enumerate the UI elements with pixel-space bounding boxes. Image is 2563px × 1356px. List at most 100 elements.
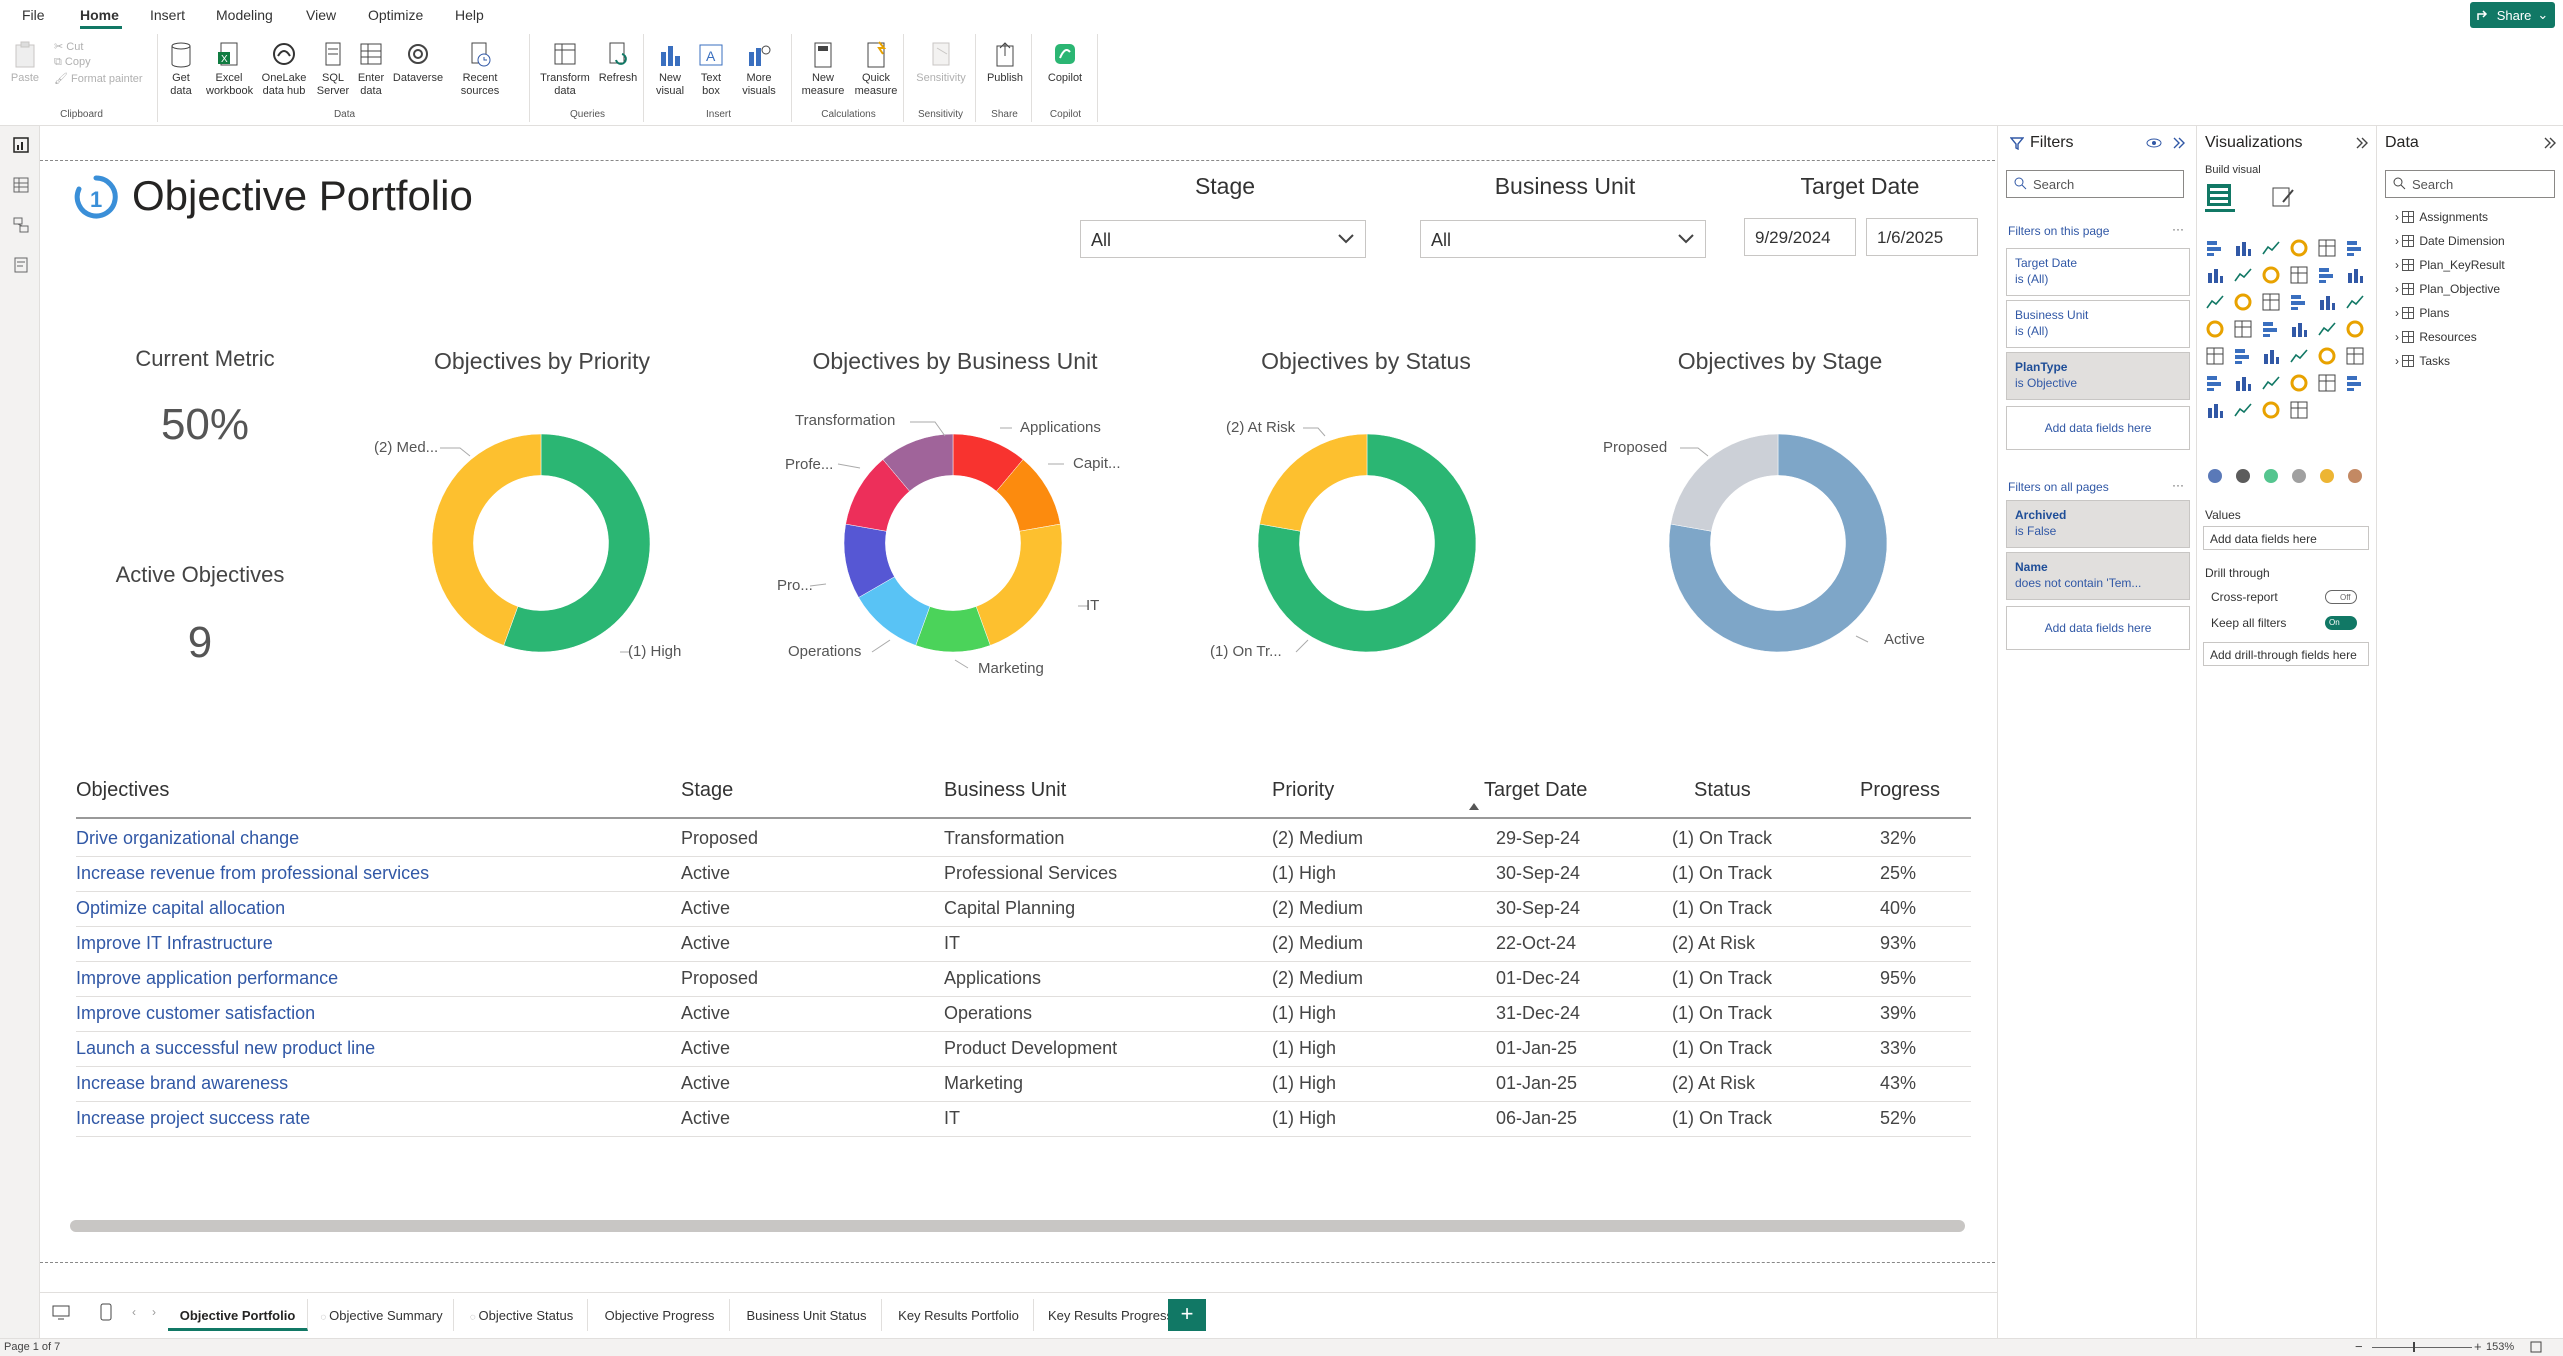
- fit-to-page-icon[interactable]: [2530, 1341, 2542, 1353]
- table-row[interactable]: Increase brand awareness Active Marketing (…: [76, 1067, 1971, 1102]
- clustered-bar-chart-icon[interactable]: [2261, 238, 2281, 258]
- table-visual-icon[interactable]: [2233, 346, 2253, 366]
- custom-visual-1-icon[interactable]: [2205, 466, 2225, 486]
- get-data-button[interactable]: Get data: [164, 40, 198, 98]
- filter-card-plantype[interactable]: PlanType is Objective: [2006, 352, 2190, 400]
- table-horizontal-scrollbar[interactable]: [70, 1220, 1965, 1232]
- menu-view[interactable]: View: [306, 7, 337, 23]
- waterfall-chart-icon[interactable]: [2345, 265, 2365, 285]
- custom-visual-2-icon[interactable]: [2233, 466, 2253, 486]
- text-box-button[interactable]: A Text box: [694, 40, 728, 98]
- filled-map-icon[interactable]: [2205, 319, 2225, 339]
- filter-card-name[interactable]: Name does not contain 'Tem...: [2006, 552, 2190, 600]
- narrative-icon[interactable]: [2261, 373, 2281, 393]
- scroll-tabs-right-icon[interactable]: ›: [152, 1305, 156, 1319]
- azure-map-icon[interactable]: [2233, 319, 2253, 339]
- expand-chevron-icon[interactable]: ›: [2395, 330, 2403, 344]
- tab-business-unit-status[interactable]: Business Unit Status: [732, 1299, 882, 1331]
- publish-button[interactable]: Publish: [982, 40, 1028, 85]
- menu-optimize[interactable]: Optimize: [368, 7, 424, 23]
- table-row[interactable]: Launch a successful new product line Acti…: [76, 1032, 1971, 1067]
- new-measure-button[interactable]: New measure: [798, 40, 848, 98]
- scatter-chart-icon[interactable]: [2233, 292, 2253, 312]
- data-search-input[interactable]: Search: [2385, 170, 2555, 198]
- column-header-business-unit[interactable]: Business Unit: [944, 779, 1067, 801]
- cut-button[interactable]: ✂ Cut: [54, 41, 84, 53]
- column-header-status[interactable]: Status: [1694, 779, 1751, 801]
- onelake-data-hub-button[interactable]: OneLake data hub: [258, 40, 310, 98]
- custom-visual-3-icon[interactable]: [2261, 466, 2281, 486]
- menu-home[interactable]: Home: [80, 7, 119, 23]
- stage-dropdown[interactable]: All: [1080, 220, 1366, 258]
- table-view-icon[interactable]: [12, 176, 30, 194]
- table-row[interactable]: Drive organizational change Proposed Trans…: [76, 822, 1971, 857]
- filter-card-target-date[interactable]: Target Date is (All): [2006, 248, 2190, 296]
- tab-key-results-progress[interactable]: Key Results Progress: [1036, 1299, 1186, 1331]
- table-row[interactable]: Increase project success rate Active IT (1)…: [76, 1102, 1971, 1137]
- funnel-chart-icon[interactable]: [2205, 292, 2225, 312]
- status-donut-chart[interactable]: [1256, 432, 1478, 654]
- filters-search-input[interactable]: Search: [2006, 170, 2184, 198]
- custom-visual-6-icon[interactable]: [2345, 466, 2365, 486]
- data-table-item[interactable]: › Date Dimension: [2395, 234, 2505, 248]
- add-page-filter-field[interactable]: Add data fields here: [2006, 406, 2190, 450]
- data-table-item[interactable]: › Assignments: [2395, 210, 2488, 224]
- menu-help[interactable]: Help: [455, 7, 484, 23]
- card-icon[interactable]: [2289, 319, 2309, 339]
- button-slicer-icon[interactable]: [2261, 400, 2281, 420]
- values-well[interactable]: Add data fields here: [2203, 526, 2369, 550]
- menu-insert[interactable]: Insert: [150, 7, 186, 23]
- table-row[interactable]: Improve customer satisfaction Active Opera…: [76, 997, 1971, 1032]
- treemap-icon[interactable]: [2317, 292, 2337, 312]
- menu-file[interactable]: File: [22, 7, 45, 23]
- expand-chevron-icon[interactable]: ›: [2395, 282, 2403, 296]
- more-icon[interactable]: [2289, 400, 2309, 420]
- 100-bar-chart-icon[interactable]: [2317, 238, 2337, 258]
- r-visual-icon[interactable]: [2289, 346, 2309, 366]
- gauge-icon[interactable]: [2261, 319, 2281, 339]
- filter-card-archived[interactable]: Archived is False: [2006, 500, 2190, 548]
- donut-chart-icon[interactable]: [2289, 292, 2309, 312]
- custom-visual-5-icon[interactable]: [2317, 466, 2337, 486]
- end-date-input[interactable]: 1/6/2025: [1866, 218, 1978, 256]
- 100-column-chart-icon[interactable]: [2345, 238, 2365, 258]
- decomposition-tree-icon[interactable]: [2205, 373, 2225, 393]
- objective-link[interactable]: Drive organizational change: [76, 828, 300, 848]
- donut-slice[interactable]: [1259, 433, 1368, 532]
- objective-link[interactable]: Increase brand awareness: [76, 1073, 289, 1093]
- copy-button[interactable]: ⧉ Copy: [54, 56, 91, 68]
- zoom-slider-thumb[interactable]: [2413, 1342, 2415, 1352]
- slicer-icon[interactable]: [2205, 346, 2225, 366]
- more-visuals-button[interactable]: More visuals: [734, 40, 784, 98]
- cross-report-toggle[interactable]: Off: [2325, 590, 2357, 604]
- model-view-icon[interactable]: [12, 216, 30, 234]
- area-chart-icon[interactable]: [2233, 265, 2253, 285]
- map-icon[interactable]: [2345, 292, 2365, 312]
- objective-link[interactable]: Optimize capital allocation: [76, 898, 286, 918]
- filter-card-business-unit[interactable]: Business Unit is (All): [2006, 300, 2190, 348]
- excel-workbook-button[interactable]: X Excel workbook: [206, 40, 253, 98]
- table-row[interactable]: Improve application performance Proposed A…: [76, 962, 1971, 997]
- more-options-icon[interactable]: ···: [2172, 222, 2184, 236]
- tab-objective-progress[interactable]: Objective Progress: [590, 1299, 730, 1331]
- business-unit-dropdown[interactable]: All: [1420, 220, 1706, 258]
- transform-data-button[interactable]: Transform data: [538, 40, 592, 98]
- tab-objective-summary[interactable]: ◌ Objective Summary: [310, 1299, 454, 1331]
- zoom-in-icon[interactable]: +: [2474, 1339, 2482, 1354]
- share-button[interactable]: Share ⌄: [2470, 2, 2555, 28]
- column-header-target-date[interactable]: Target Date: [1484, 779, 1588, 801]
- stacked-bar-chart-icon[interactable]: [2205, 238, 2225, 258]
- data-table-item[interactable]: › Resources: [2395, 330, 2477, 344]
- expand-chevron-icon[interactable]: ›: [2395, 354, 2403, 368]
- add-report-filter-field[interactable]: Add data fields here: [2006, 606, 2190, 650]
- objective-link[interactable]: Launch a successful new product line: [76, 1038, 376, 1058]
- expand-chevron-icon[interactable]: ›: [2395, 258, 2403, 272]
- column-header-priority[interactable]: Priority: [1272, 779, 1335, 801]
- keep-all-filters-toggle[interactable]: On: [2325, 616, 2357, 630]
- data-table-item[interactable]: › Plan_KeyResult: [2395, 258, 2505, 272]
- table-row[interactable]: Increase revenue from professional servi…: [76, 857, 1971, 892]
- paginated-report-icon[interactable]: [2317, 373, 2337, 393]
- line-column-chart-icon[interactable]: [2289, 265, 2309, 285]
- donut-slice[interactable]: [1668, 433, 1888, 653]
- report-view-icon[interactable]: [12, 136, 30, 154]
